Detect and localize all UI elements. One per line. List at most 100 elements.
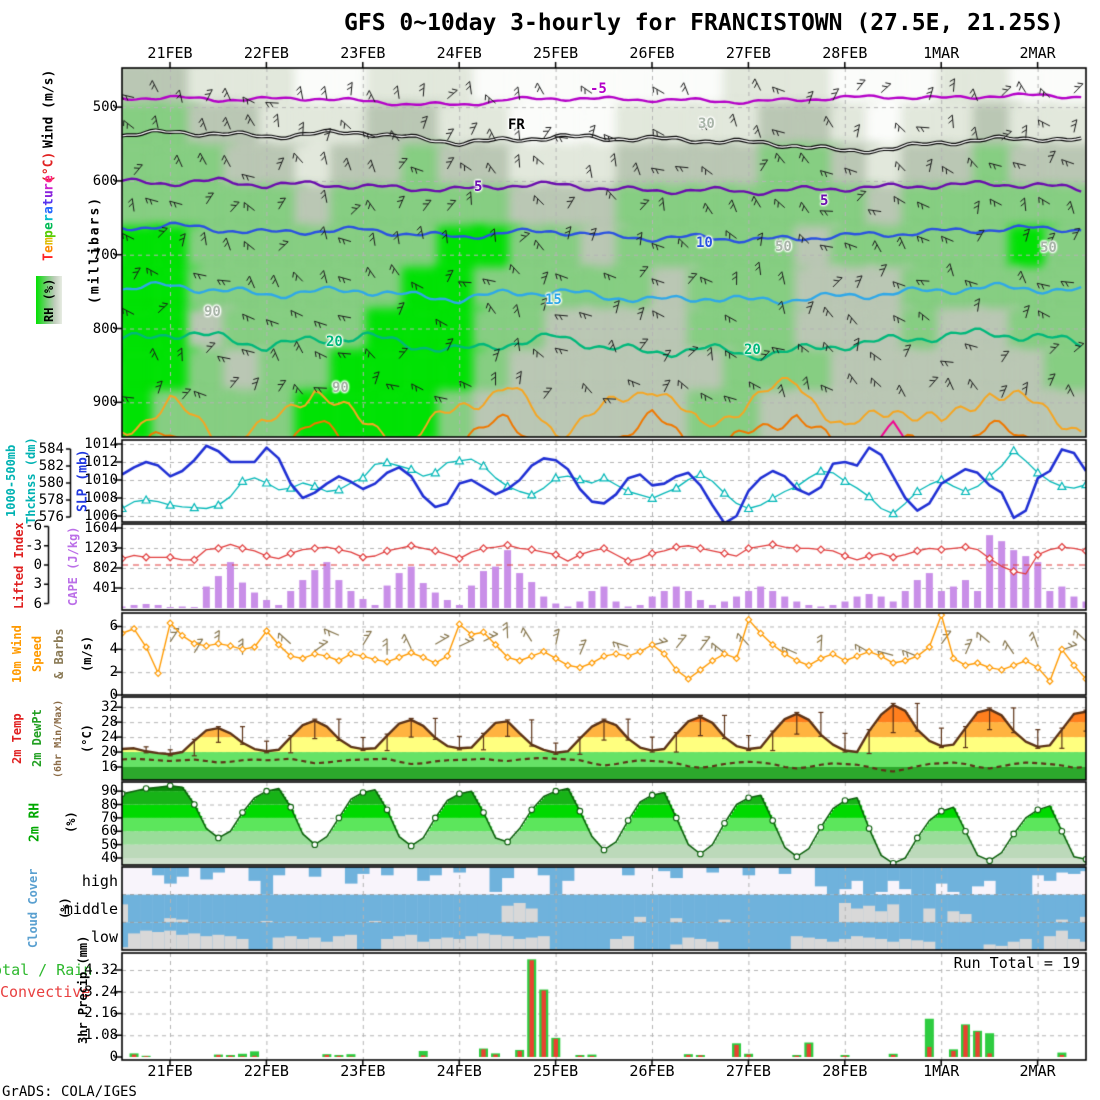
wind-tick-label: 4	[109, 641, 118, 658]
slp-tick-label: 1008	[84, 490, 118, 506]
legend-convective: Convective	[0, 983, 91, 1001]
date-label-bottom: 23FEB	[340, 1062, 386, 1080]
temperature-letter: e	[41, 245, 57, 254]
contour-label-90: 90	[204, 304, 221, 320]
axis-title-10m-wind: 10m Wind	[10, 625, 24, 683]
axis-title-cloud-cover: Cloud Cover	[26, 868, 40, 948]
date-label-top: 26FEB	[629, 44, 675, 62]
rh-tick-label: 60	[101, 823, 118, 840]
date-label-bottom: 27FEB	[725, 1062, 771, 1080]
wind-tick-label: 0	[109, 687, 118, 703]
slp-tick-label: 1014	[84, 436, 118, 452]
axis-title-ms: (m/s)	[80, 635, 94, 673]
date-label-bottom: 25FEB	[533, 1062, 579, 1080]
precip-tick-label: 3.24	[84, 983, 118, 1000]
axis-title-wind: Wind (m/s)	[41, 69, 57, 149]
contour-label-5: 5	[820, 193, 829, 209]
contour-label-20: 20	[326, 334, 343, 350]
cape-tick-label: 1604	[84, 519, 118, 536]
contour-label--5: -5	[590, 81, 607, 97]
date-label-bottom: 1MAR	[923, 1062, 960, 1080]
temperature-letter: e	[41, 221, 57, 230]
temp-tick-label: 24	[101, 729, 118, 746]
cloud-band-label-high: high	[81, 872, 118, 890]
pressure-tick-label: 600	[92, 172, 118, 189]
thickness-tick-label: 582	[38, 458, 64, 474]
date-label-top: 21FEB	[147, 44, 193, 62]
date-label-top: 2MAR	[1019, 44, 1056, 62]
lifted-index-tick-label: -3	[25, 537, 42, 554]
contour-label-15: 15	[545, 292, 562, 308]
temperature-letter: p	[41, 229, 57, 238]
date-label-bottom: 2MAR	[1019, 1062, 1056, 1080]
thickness-tick-label: 576	[38, 509, 64, 525]
axis-title-2m-temp: 2m Temp	[10, 713, 24, 764]
rh-tick-label: 80	[101, 796, 118, 813]
precip-tick-label: 4.32	[84, 961, 118, 978]
date-label-top: 28FEB	[822, 44, 868, 62]
precip-tick-label: 1.08	[84, 1027, 118, 1044]
axis-title-thickness-2: Thcknss (dm)	[24, 437, 38, 525]
cape-tick-label: 802	[92, 559, 118, 576]
contour-label-FR: FR	[508, 117, 525, 133]
axis-title-cape: CAPE (J/kg)	[66, 526, 80, 606]
contour-label-10: 10	[696, 235, 713, 251]
precip-tick-label: 0	[109, 1049, 118, 1065]
axis-title-rh: RH (%)	[42, 278, 56, 322]
lifted-index-tick-label: 6	[33, 595, 42, 612]
temp-tick-label: 32	[101, 699, 118, 716]
date-label-bottom: 22FEB	[243, 1062, 289, 1080]
credit-label: GrADS: COLA/IGES	[2, 1084, 137, 1100]
temperature-letter: r	[41, 182, 57, 191]
rh-tick-label: 40	[101, 850, 118, 866]
date-label-bottom: 26FEB	[629, 1062, 675, 1080]
cape-tick-label: 401	[92, 579, 118, 596]
axis-title-barbs: & Barbs	[52, 628, 66, 680]
date-label-bottom: 24FEB	[436, 1062, 482, 1080]
contour-label-50: 50	[775, 239, 792, 255]
slp-tick-label: 1010	[84, 472, 118, 488]
date-label-top: 25FEB	[533, 44, 579, 62]
lifted-index-tick-label: -6	[25, 518, 42, 535]
lifted-index-tick-label: 3	[33, 576, 42, 593]
temp-tick-label: 28	[101, 714, 118, 731]
temperature-letter: r	[41, 214, 57, 222]
date-label-bottom: 28FEB	[822, 1062, 868, 1080]
slp-tick-label: 1012	[84, 454, 118, 470]
wind-tick-label: 6	[109, 618, 118, 635]
cloud-band-label-low: low	[90, 928, 118, 946]
page-title: GFS 0~10day 3-hourly for FRANCISTOWN (27…	[344, 10, 1065, 36]
date-label-top: 1MAR	[923, 44, 960, 62]
axis-title-speed: Speed	[30, 635, 44, 673]
rh-tick-label: 90	[101, 783, 118, 800]
pressure-tick-label: 900	[92, 394, 118, 411]
axis-title-degc2: (°C)	[80, 724, 94, 753]
axis-title-2m-rh: 2m RH	[27, 802, 43, 843]
rh-tick-label: 50	[101, 836, 118, 853]
thickness-tick-label: 578	[38, 492, 64, 508]
temp-tick-label: 20	[101, 744, 118, 761]
temperature-letter: T	[41, 253, 57, 262]
contour-label-50: 50	[1040, 240, 1057, 256]
temperature-letter: e	[41, 174, 57, 183]
date-label-bottom: 21FEB	[147, 1062, 193, 1080]
date-label-top: 24FEB	[436, 44, 482, 62]
lifted-index-tick-label: 0	[33, 557, 42, 573]
date-label-top: 22FEB	[243, 44, 289, 62]
rh-legend-swatch	[36, 276, 62, 324]
contour-label-20: 20	[744, 342, 761, 358]
thickness-tick-label: 580	[38, 475, 64, 491]
date-label-top: 23FEB	[340, 44, 386, 62]
rh-tick-label: 70	[101, 809, 118, 826]
contour-label-5: 5	[474, 179, 483, 195]
pressure-tick-label: 800	[92, 320, 118, 337]
slp-tick-label: 1006	[84, 508, 118, 524]
date-label-top: 27FEB	[725, 44, 771, 62]
cloud-band-label-middle: middle	[63, 900, 118, 918]
temp-tick-label: 16	[101, 759, 118, 775]
run-total-label: Run Total = 19	[953, 954, 1080, 972]
cape-tick-label: 1203	[84, 539, 118, 556]
